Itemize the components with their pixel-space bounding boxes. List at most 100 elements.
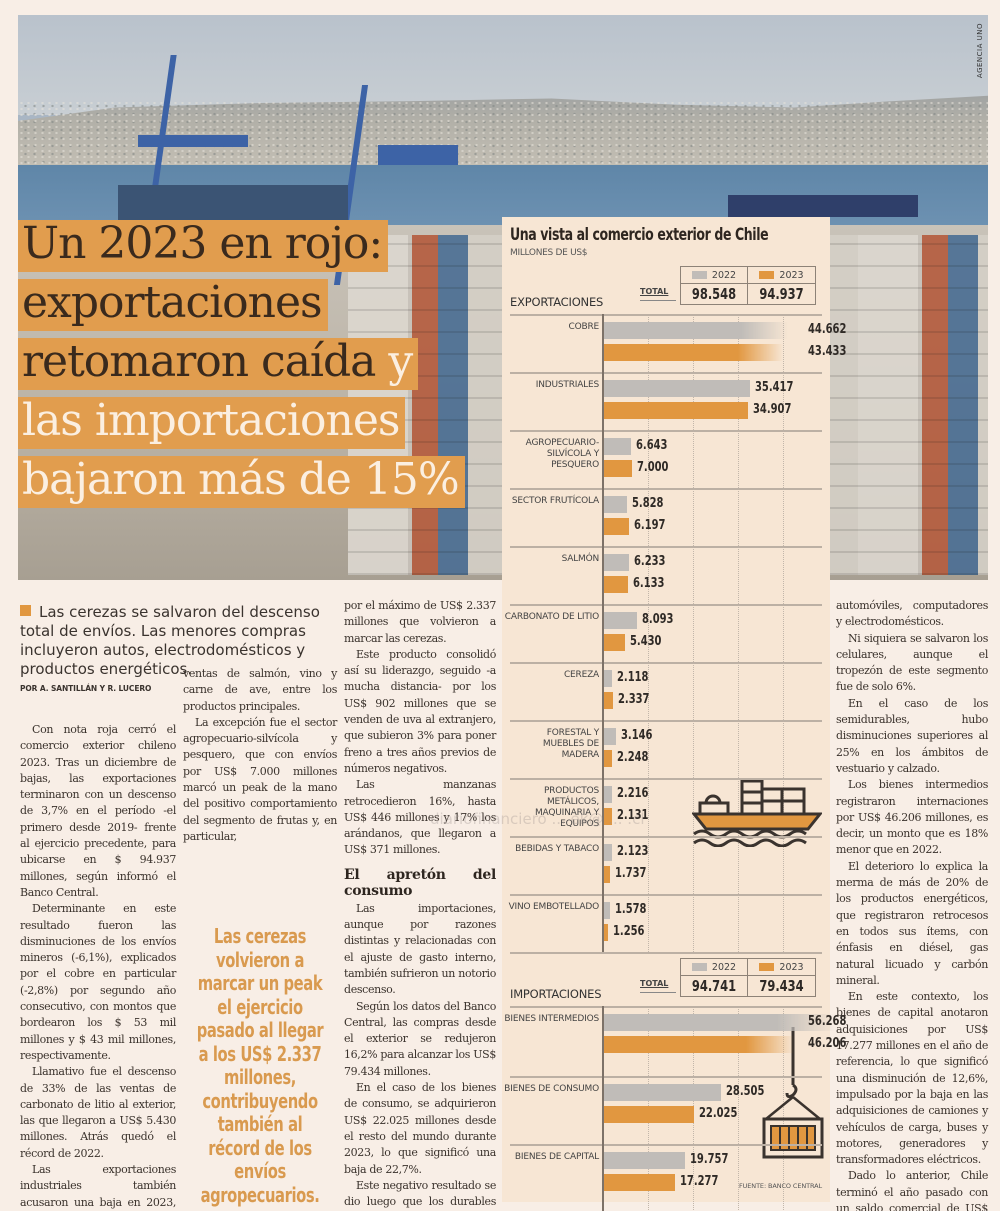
total-arrow-icon (640, 992, 676, 993)
legend-label: 2023 (779, 269, 804, 281)
article-paragraph: El deterioro lo explica la merma de más … (836, 859, 988, 987)
total-value-2023: 79.434 (759, 977, 804, 995)
legend-item-2022: 2022 (681, 959, 747, 976)
data-label-2022: 19.757 (689, 1152, 729, 1167)
category-label: INDUSTRIALES (535, 380, 599, 390)
totals-cell-2023: 2023 94.937 (748, 267, 815, 304)
bar-2022 (603, 554, 629, 571)
total-value-2022: 94.741 (691, 977, 737, 995)
bar-2022 (603, 786, 613, 803)
chart-title: Una vista al comercio exterior de Chile (510, 225, 769, 245)
totals-cell-2022: 2022 98.548 (681, 267, 748, 304)
data-label-2023: 5.430 (630, 634, 662, 649)
row-divider (510, 720, 822, 722)
chart-subtitle: MILLONES DE US$ (510, 248, 588, 258)
bar-2023 (603, 576, 629, 593)
article-paragraph: por el máximo de US$ 2.337 millones que … (344, 599, 496, 645)
legend-label: 2022 (711, 269, 737, 281)
article-paragraph: Los bienes intermedios registraron inter… (836, 778, 988, 857)
data-label-2023: 1.256 (613, 924, 645, 939)
byline: POR A. SANTILLÁN Y R. LUCERO (20, 684, 152, 693)
totals-cell-2023: 2023 79.434 (748, 959, 815, 996)
photo-credit: AGENCIA UNO (976, 23, 984, 79)
row-divider (510, 1144, 822, 1146)
total-value-2022: 98.548 (691, 285, 737, 303)
grid-line (648, 314, 649, 952)
headline-line-3: retomaron caída y (18, 338, 419, 390)
row-divider (510, 778, 822, 780)
total-arrow-icon (640, 300, 676, 301)
bar-2022 (603, 1084, 721, 1101)
legend-swatch-2022 (691, 963, 707, 971)
row-divider (510, 1006, 822, 1008)
row-divider (510, 430, 822, 432)
category-label: VINO EMBOTELLADO (508, 902, 600, 912)
category-label: CEREZA (563, 670, 599, 680)
legend-label: 2023 (779, 961, 804, 973)
headline-line-4: las importaciones (18, 397, 406, 449)
bar-2022 (603, 322, 788, 339)
total-label: TOTAL (640, 979, 669, 988)
data-label-2023: 46.206 (808, 1036, 847, 1051)
bar-2022 (603, 1014, 835, 1031)
data-label-2022: 56.268 (808, 1014, 847, 1029)
grid-line (738, 314, 739, 952)
section-label-importaciones: IMPORTACIONES (510, 987, 602, 1001)
bar-2023 (603, 518, 629, 535)
bar-2022 (603, 438, 631, 455)
article-subhead: El apretón del consumo (344, 866, 496, 899)
bar-2023 (603, 634, 626, 651)
row-divider (510, 314, 822, 316)
category-label: FORESTAL Y MUEBLES DE MADERA (542, 728, 599, 760)
article-paragraph: Determinante en este resultado fueron la… (20, 902, 176, 1062)
legend-swatch-2022 (691, 271, 707, 279)
row-divider (510, 1076, 822, 1078)
article-paragraph: Este negativo resultado se dio luego que… (344, 1178, 496, 1209)
bar-2023 (603, 692, 613, 709)
headline-line-2: exportaciones (18, 279, 328, 331)
data-label-2023: 7.000 (636, 460, 669, 475)
total-label: TOTAL (640, 287, 669, 296)
legend-label: 2022 (711, 961, 737, 973)
article-paragraph: En este contexto, los bienes de capital … (836, 990, 988, 1167)
bar-2022 (603, 496, 628, 513)
legend-item-2023: 2023 (748, 267, 815, 284)
chart-source: FUENTE: BANCO CENTRAL (739, 1182, 822, 1190)
bar-2023 (603, 750, 613, 767)
bar-2022 (603, 612, 637, 629)
article-paragraph: automóviles, computadores y electrodomés… (836, 599, 988, 629)
article-paragraph: Según los datos del Banco Central, las c… (344, 999, 496, 1078)
data-label-2022: 44.662 (808, 322, 847, 337)
legend-swatch-2023 (759, 963, 775, 971)
crane-icon (138, 135, 248, 147)
category-label: BIENES DE CONSUMO (504, 1084, 599, 1094)
section-label-exportaciones: EXPORTACIONES (510, 295, 604, 309)
bar-2022 (603, 670, 612, 687)
data-label-2022: 5.828 (632, 496, 664, 511)
ship-hull (728, 195, 918, 217)
category-label: SECTOR FRUTÍCOLA (511, 496, 599, 506)
bar-2023 (603, 866, 611, 883)
data-label-2022: 6.233 (633, 554, 666, 569)
category-label: SALMÓN (561, 554, 600, 564)
deck: Las cerezas se salvaron del descenso tot… (20, 603, 320, 678)
bar-2023 (603, 402, 748, 419)
row-divider (510, 372, 822, 374)
data-label-2023: 34.907 (752, 402, 791, 417)
grid-line (693, 314, 694, 952)
data-label-2023: 43.433 (808, 344, 847, 359)
category-label: AGROPECUARIO-SILVÍCOLA Y PESQUERO (525, 438, 600, 470)
grid-line (783, 314, 784, 952)
grid-line (783, 1006, 784, 1211)
trade-chart-panel: Una vista al comercio exterior de Chile … (502, 217, 846, 1211)
article-paragraph: Las manzanas retrocedieron 16%, hasta US… (344, 778, 496, 857)
crane-icon (378, 145, 458, 165)
article-paragraph: En el caso de los bienes de consumo, se … (344, 1081, 496, 1176)
bar-2022 (603, 728, 617, 745)
data-label-2022: 3.146 (621, 728, 653, 743)
data-label-2023: 2.248 (617, 750, 649, 765)
bar-2023 (603, 808, 612, 825)
legend-item-2023: 2023 (748, 959, 815, 976)
data-label-2022: 35.417 (754, 380, 793, 395)
bar-2023 (603, 460, 632, 477)
